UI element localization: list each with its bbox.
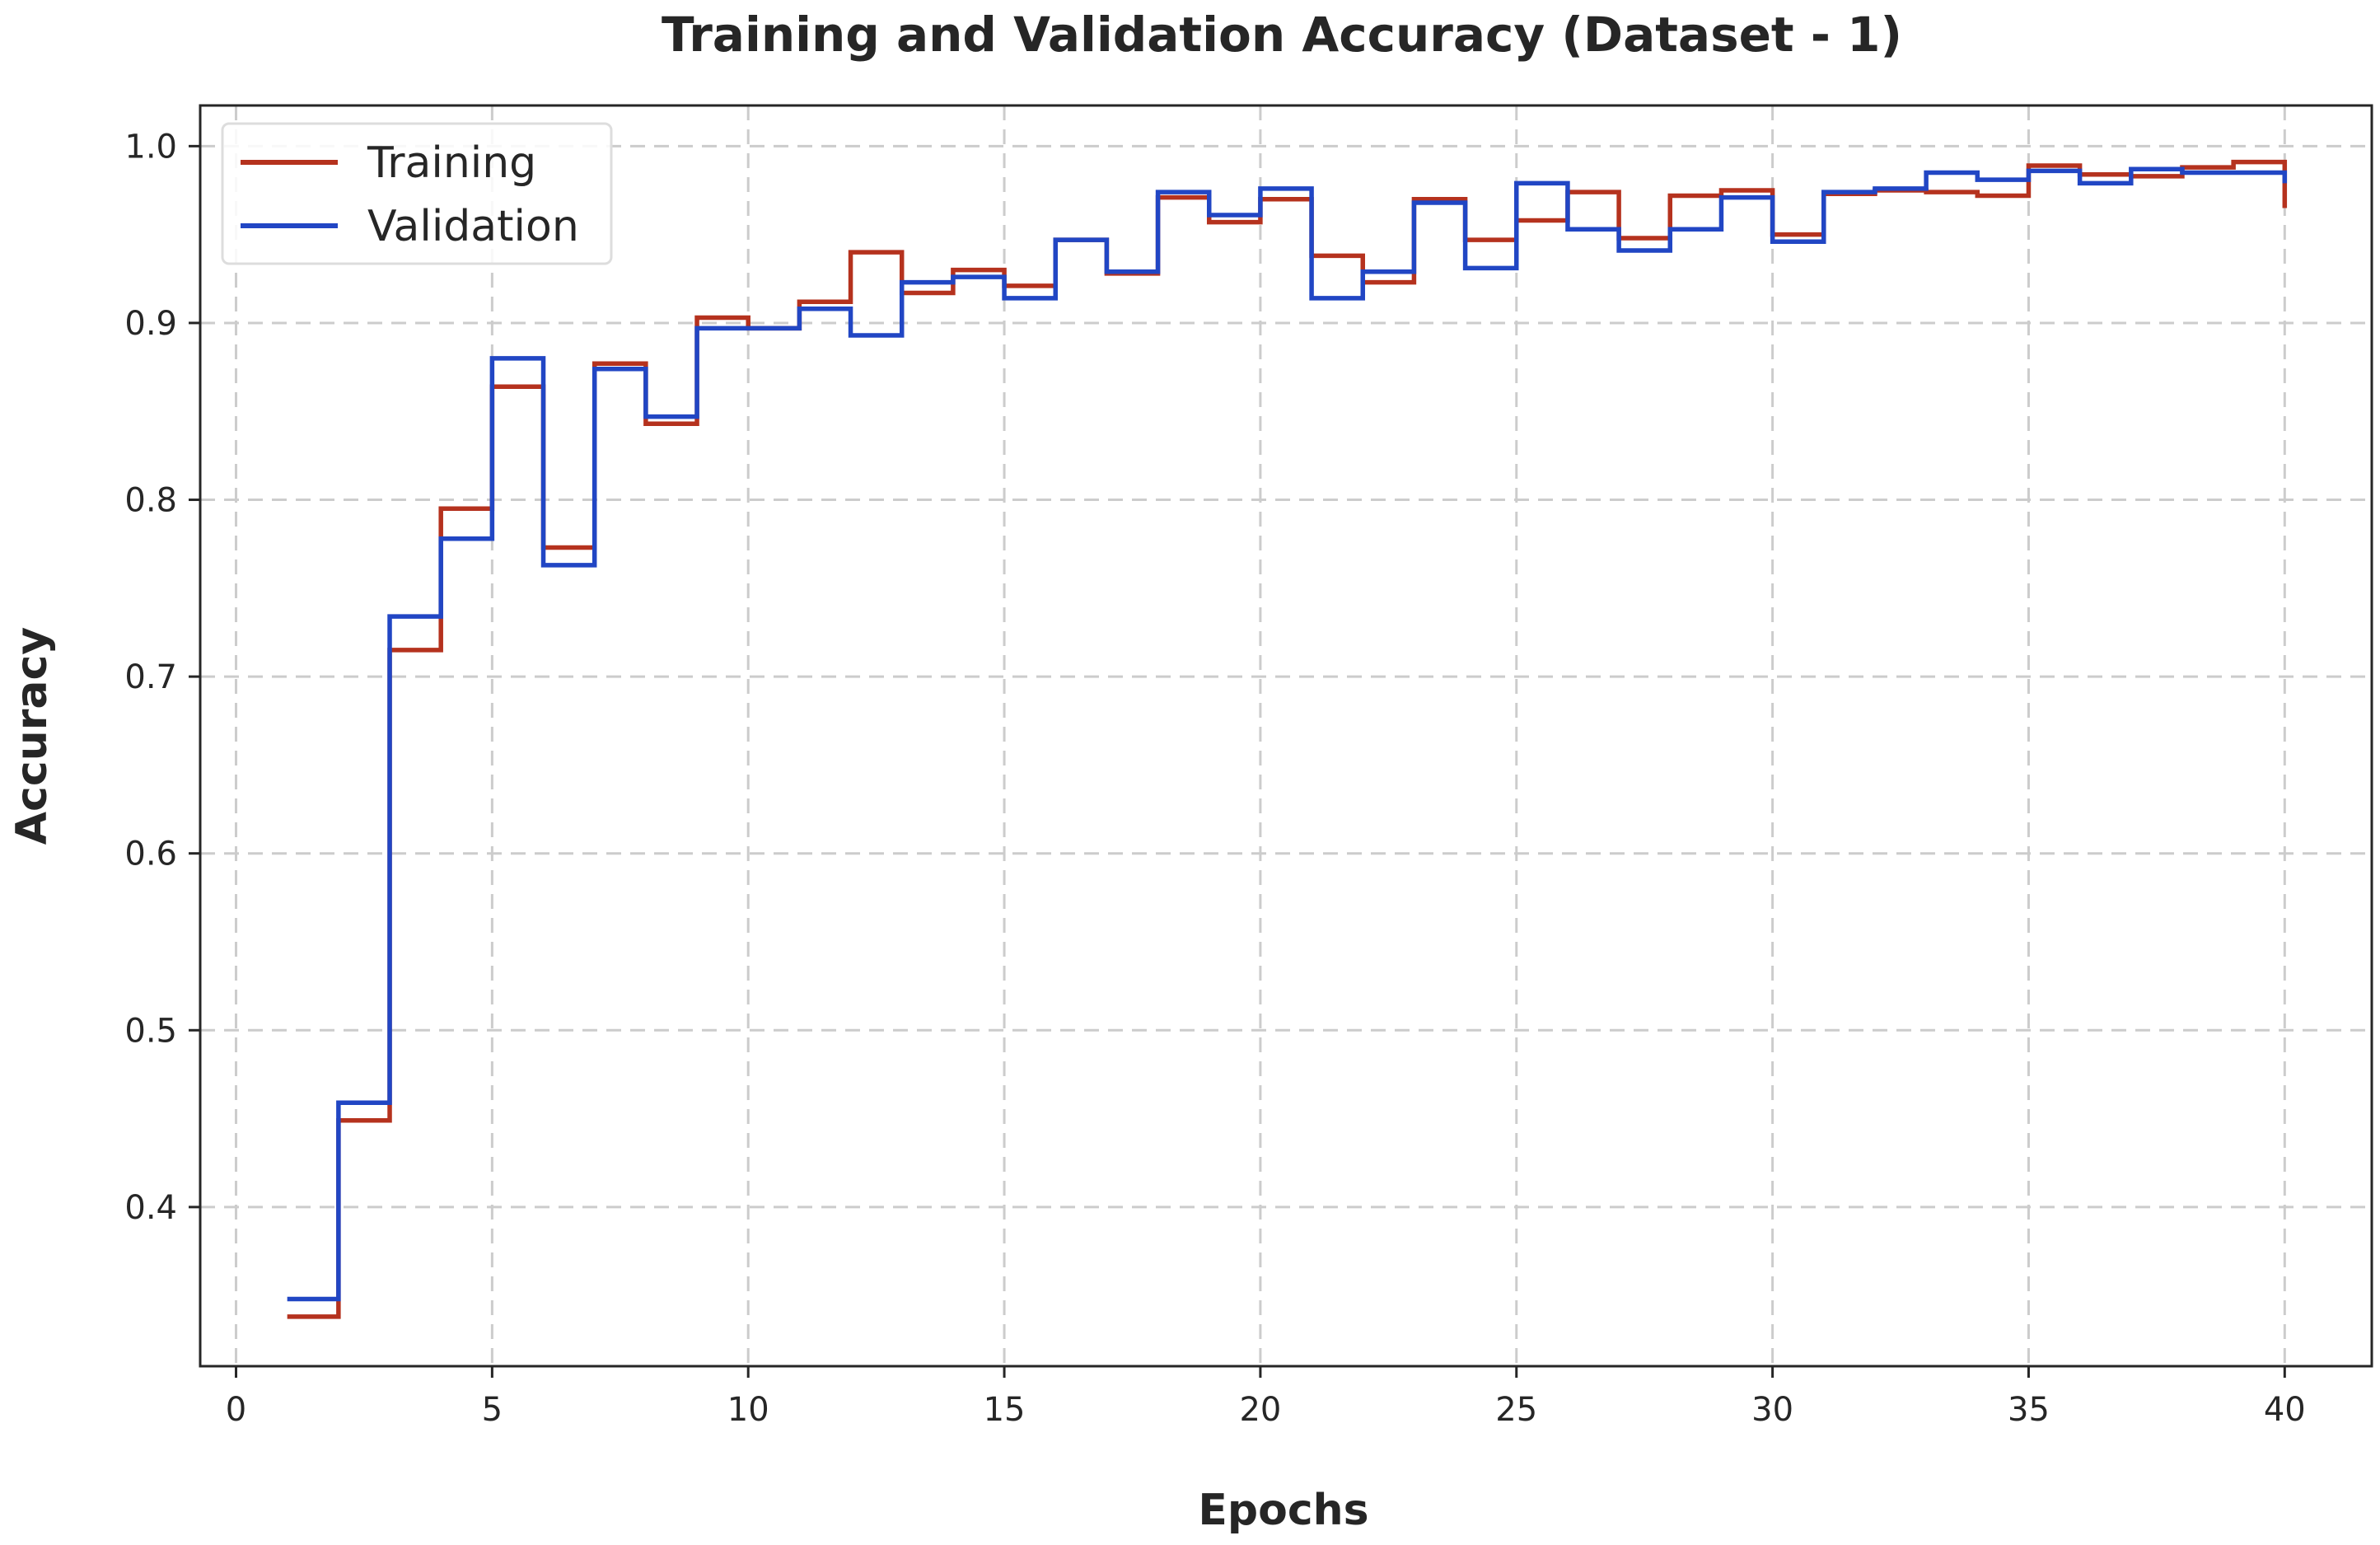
x-tick-label: 10	[727, 1391, 769, 1429]
x-tick-label: 35	[2008, 1391, 2050, 1429]
x-tick-label: 0	[226, 1391, 246, 1429]
chart-title: Training and Validation Accuracy (Datase…	[662, 7, 1902, 63]
ticks: 0 5 10 15 20 25 30 35 40 0.4 0.5 0.6 0.7 0.8 0.9 1.0	[124, 128, 2305, 1429]
legend-box	[221, 122, 613, 265]
y-tick-label: 0.8	[124, 482, 177, 520]
x-tick-label: 15	[984, 1391, 1026, 1429]
legend: Training Validation	[221, 122, 613, 265]
x-tick-label: 40	[2264, 1391, 2306, 1429]
x-axis-label: Epochs	[1198, 1486, 1368, 1535]
x-tick-label: 25	[1495, 1391, 1537, 1429]
x-tick-label: 30	[1751, 1391, 1793, 1429]
plot-frame	[199, 104, 2373, 1368]
legend-label-training: Training	[367, 138, 536, 188]
y-tick-label: 0.5	[124, 1012, 177, 1050]
y-tick-label: 1.0	[124, 128, 177, 166]
x-tick-label: 5	[482, 1391, 503, 1429]
legend-label-validation: Validation	[367, 202, 579, 251]
x-tick-label: 20	[1239, 1391, 1281, 1429]
y-tick-label: 0.7	[124, 658, 177, 696]
y-tick-label: 0.4	[124, 1189, 177, 1227]
y-axis-label: Accuracy	[7, 627, 57, 845]
y-tick-label: 0.6	[124, 836, 177, 873]
y-tick-label: 0.9	[124, 305, 177, 343]
series-line-validation	[287, 166, 2288, 1302]
series-layer	[287, 159, 2288, 1319]
